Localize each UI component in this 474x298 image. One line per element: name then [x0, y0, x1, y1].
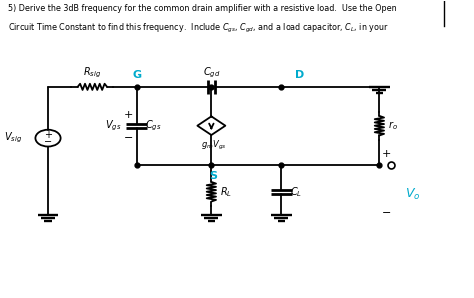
Text: −: − — [382, 208, 391, 218]
Text: D: D — [295, 70, 305, 80]
Text: +: + — [382, 149, 391, 159]
Text: G: G — [132, 70, 141, 80]
Text: 5) Derive the 3dB frequency for the common drain amplifier with a resistive load: 5) Derive the 3dB frequency for the comm… — [9, 4, 397, 13]
Text: $r_o$: $r_o$ — [388, 119, 398, 132]
Text: $V_o$: $V_o$ — [405, 187, 420, 202]
Text: S: S — [210, 171, 218, 181]
Text: $V_{sig}$: $V_{sig}$ — [4, 131, 22, 145]
Text: −: − — [124, 133, 133, 142]
Text: $C_L$: $C_L$ — [290, 185, 302, 199]
Text: +: + — [44, 130, 52, 140]
Text: +: + — [124, 110, 133, 120]
Text: $R_L$: $R_L$ — [220, 185, 232, 199]
Text: $C_{gs}$: $C_{gs}$ — [145, 119, 162, 133]
Text: $R_{sig}$: $R_{sig}$ — [83, 66, 101, 80]
Text: $C_{gd}$: $C_{gd}$ — [203, 66, 220, 80]
Text: $V_{gs}$: $V_{gs}$ — [105, 119, 122, 133]
Text: −: − — [44, 137, 52, 147]
Text: $g_m V_{gs}$: $g_m V_{gs}$ — [201, 139, 227, 152]
Text: Circuit Time Constant to find this frequency.  Include $C_{gs}$, $C_{gd}$, and a: Circuit Time Constant to find this frequ… — [9, 21, 389, 35]
